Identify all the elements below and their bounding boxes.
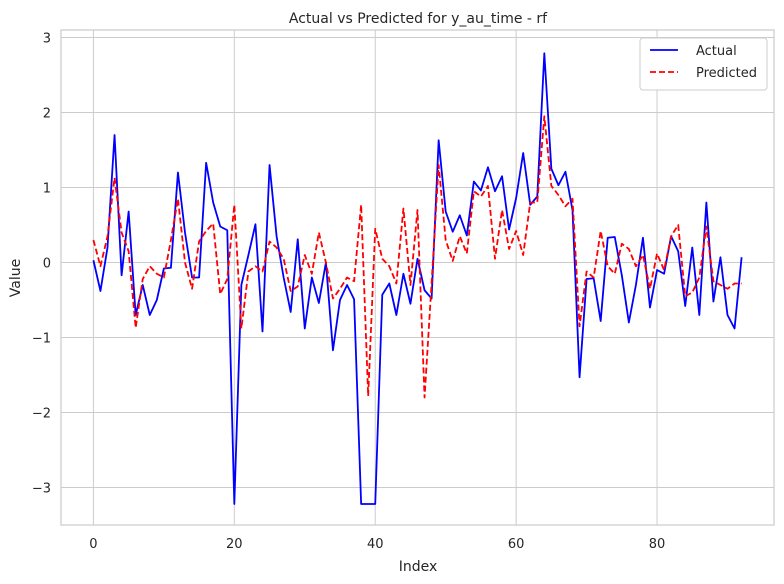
y-tick-label: 3 xyxy=(43,32,51,47)
y-axis-label: Value xyxy=(8,259,24,297)
tick-labels: 0 20 40 60 80 −3 −2 −1 0 1 2 3 xyxy=(32,32,665,553)
x-tick-label: 80 xyxy=(649,537,666,552)
legend-box xyxy=(639,37,768,91)
x-tick-label: 40 xyxy=(367,537,384,552)
y-tick-label: −3 xyxy=(32,482,51,497)
y-tick-label: −2 xyxy=(32,407,51,422)
series-line-actual xyxy=(92,52,743,505)
grid xyxy=(61,30,774,525)
x-axis-label: Index xyxy=(399,559,438,575)
x-tick-label: 60 xyxy=(508,537,525,552)
series-layer xyxy=(92,52,743,505)
series-line-predicted xyxy=(92,115,742,399)
y-tick-label: 2 xyxy=(43,107,51,122)
chart-title: Actual vs Predicted for y_au_time - rf xyxy=(289,11,548,27)
y-tick-label: −1 xyxy=(32,332,51,347)
legend-label-predicted: Predicted xyxy=(696,66,757,81)
plot-frame xyxy=(60,29,775,526)
x-tick-label: 20 xyxy=(226,537,243,552)
x-tick-label: 0 xyxy=(89,537,97,552)
y-tick-label: 1 xyxy=(43,182,51,197)
legend: Actual Predicted xyxy=(639,37,768,91)
y-tick-label: 0 xyxy=(43,257,51,272)
legend-label-actual: Actual xyxy=(696,44,737,59)
